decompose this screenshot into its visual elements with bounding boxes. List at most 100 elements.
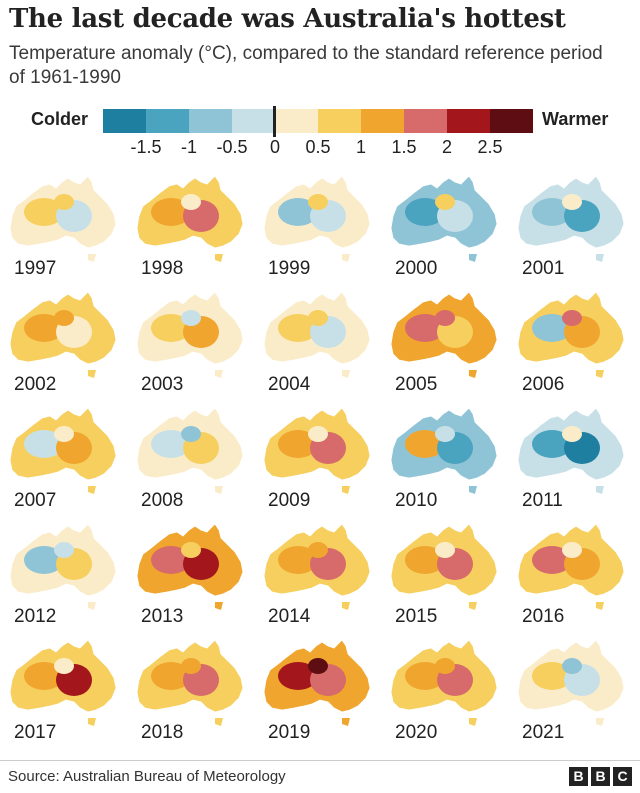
legend-tick-label: -0.5 (216, 137, 248, 157)
australia-map (390, 639, 498, 726)
anomaly-patch (181, 310, 201, 326)
year-map-2012: 2012 (4, 520, 126, 636)
tasmania (88, 370, 96, 378)
anomaly-patch (405, 198, 445, 226)
coastline (390, 291, 498, 365)
tasmania (88, 718, 96, 726)
year-label: 2018 (141, 722, 184, 743)
year-map-2015: 2015 (385, 520, 507, 636)
anomaly-patch (562, 194, 582, 210)
anomaly-patch (532, 546, 572, 574)
coastline (263, 523, 371, 597)
anomaly-patch (24, 546, 64, 574)
year-map-1998: 1998 (131, 172, 253, 288)
tasmania (215, 718, 223, 726)
coastline (136, 407, 244, 481)
bbc-logo-letter: C (613, 767, 632, 786)
coastline (517, 523, 625, 597)
anomaly-patch (532, 430, 572, 458)
tasmania (215, 602, 223, 610)
anomaly-patch (405, 430, 445, 458)
tasmania (88, 254, 96, 262)
coastline (9, 175, 117, 249)
anomaly-patch (54, 426, 74, 442)
anomaly-patch (151, 662, 191, 690)
year-map-2004: 2004 (258, 288, 380, 404)
tasmania (342, 370, 350, 378)
year-map-2002: 2002 (4, 288, 126, 404)
year-map-2017: 2017 (4, 636, 126, 752)
anomaly-patch (181, 542, 201, 558)
australia-map (263, 639, 371, 726)
year-label: 2009 (268, 490, 311, 511)
australia-map (9, 175, 117, 262)
year-map-2014: 2014 (258, 520, 380, 636)
year-map-2021: 2021 (512, 636, 634, 752)
year-map-2011: 2011 (512, 404, 634, 520)
legend-swatch (318, 109, 361, 133)
anomaly-patch (24, 198, 64, 226)
anomaly-patch (308, 310, 328, 326)
tasmania (469, 602, 477, 610)
coastline (136, 291, 244, 365)
australia-map (136, 175, 244, 262)
year-label: 2005 (395, 374, 438, 395)
year-map-2013: 2013 (131, 520, 253, 636)
map-grid: 1997 1998 1999 2000 2001 2002 2003 2004 2005 2006… (0, 172, 640, 752)
anomaly-patch (308, 658, 328, 674)
australia-map (390, 523, 498, 610)
anomaly-patch (308, 194, 328, 210)
anomaly-patch (435, 310, 455, 326)
anomaly-patch (24, 662, 64, 690)
anomaly-patch (532, 314, 572, 342)
coastline (9, 291, 117, 365)
coastline (390, 523, 498, 597)
year-label: 2008 (141, 490, 184, 511)
tasmania (215, 254, 223, 262)
year-label: 2011 (522, 490, 563, 511)
year-map-2003: 2003 (131, 288, 253, 404)
legend-colder-label: Colder (31, 109, 89, 129)
tasmania (215, 486, 223, 494)
anomaly-patch (151, 198, 191, 226)
tasmania (88, 486, 96, 494)
anomaly-patch (54, 310, 74, 326)
legend-swatch (103, 109, 146, 133)
australia-map (517, 639, 625, 726)
legend-tick-label: -1 (180, 137, 198, 157)
year-map-2000: 2000 (385, 172, 507, 288)
color-legend: Colder Warmer -1.5 -1 -0.5 0 0.5 1 1.5 2 2.5 (0, 106, 640, 162)
legend-swatch (361, 109, 404, 133)
year-map-2006: 2006 (512, 288, 634, 404)
year-label: 2020 (395, 722, 438, 743)
legend-swatch (275, 109, 318, 133)
chart-subtitle: Temperature anomaly (°C), compared to th… (9, 43, 603, 88)
anomaly-patch (54, 658, 74, 674)
coastline (517, 291, 625, 365)
coastline (263, 407, 371, 481)
coastline (136, 639, 244, 713)
year-label: 2015 (395, 606, 438, 627)
year-label: 2019 (268, 722, 311, 743)
anomaly-patch (24, 314, 64, 342)
year-map-1999: 1999 (258, 172, 380, 288)
coastline (263, 175, 371, 249)
year-label: 1997 (14, 258, 57, 279)
australia-map (9, 291, 117, 378)
legend-swatch (146, 109, 189, 133)
year-label: 2010 (395, 490, 438, 511)
australia-map (263, 291, 371, 378)
year-label: 2002 (14, 374, 57, 395)
anomaly-patch (54, 194, 74, 210)
anomaly-patch (562, 310, 582, 326)
footer-divider (0, 760, 640, 761)
anomaly-patch (151, 430, 191, 458)
anomaly-patch (562, 658, 582, 674)
year-map-2019: 2019 (258, 636, 380, 752)
year-label: 1999 (268, 258, 311, 279)
year-label: 2016 (522, 606, 565, 627)
year-label: 2021 (522, 722, 565, 743)
anomaly-patch (532, 662, 572, 690)
tasmania (342, 486, 350, 494)
chart-title: The last decade was Australia's hottest (9, 4, 566, 34)
